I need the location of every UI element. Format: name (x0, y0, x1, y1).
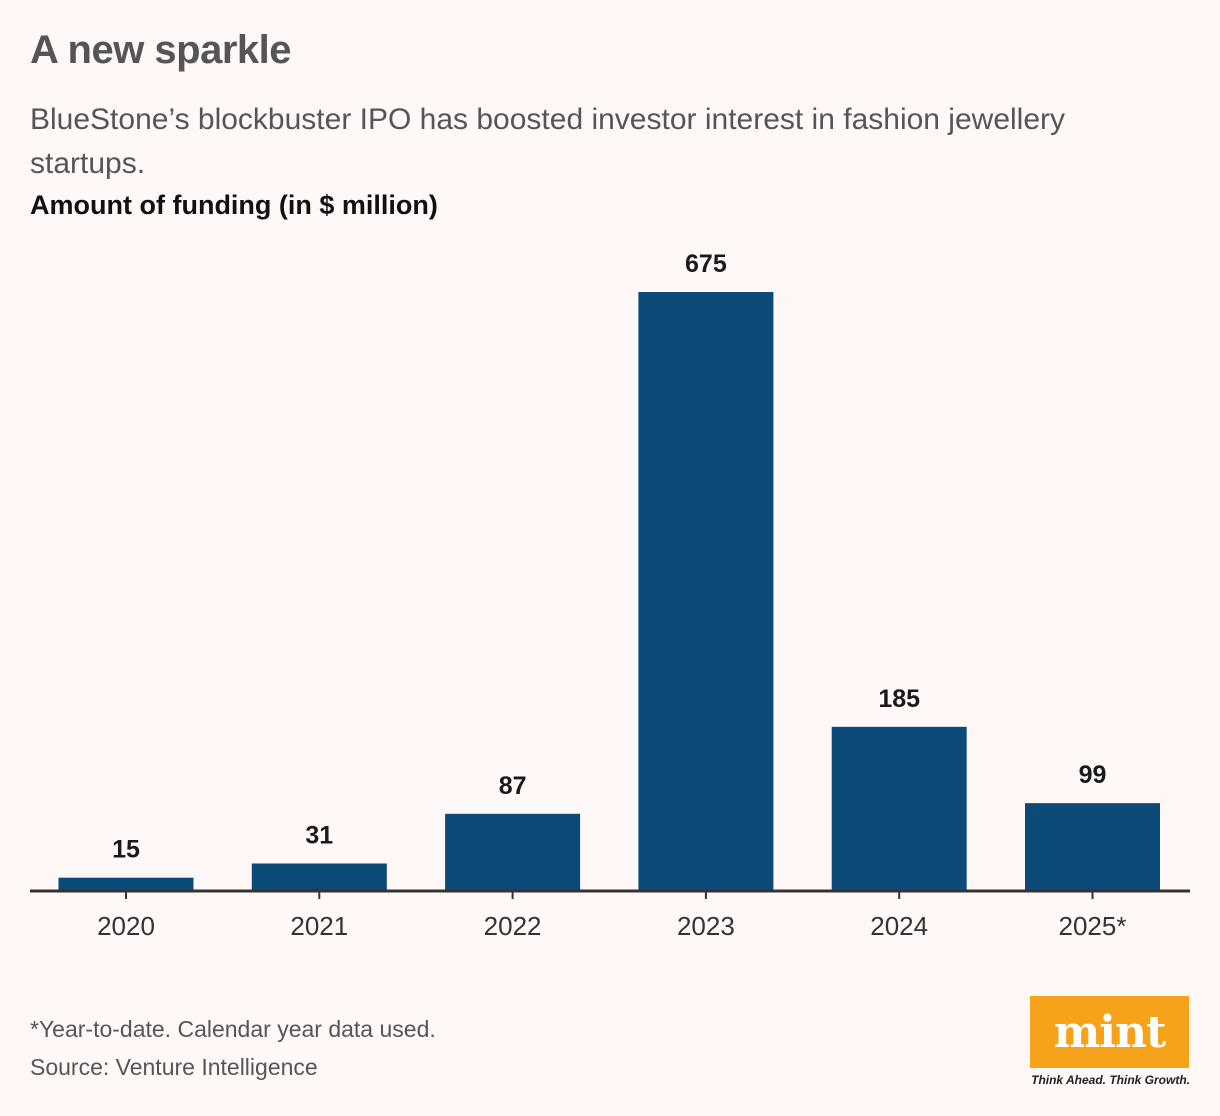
logo-tagline: Think Ahead. Think Growth. (1031, 1073, 1190, 1087)
bar-value-label: 185 (878, 685, 920, 713)
logo-text: mint (1053, 1006, 1167, 1058)
chart-title: A new sparkle (30, 28, 292, 72)
bar-2020 (58, 877, 194, 891)
bar-value-label: 31 (305, 821, 333, 849)
x-tick-label: 2021 (290, 911, 348, 941)
x-axis-ticks-group: 2020 2021 2022 2023 2024 2025* (97, 891, 1126, 941)
chart-subtitle: BlueStone’s blockbuster IPO has boosted … (30, 103, 1066, 180)
x-tick-label: 2023 (677, 911, 735, 941)
bar-value-label: 15 (112, 836, 140, 864)
bar-2021 (251, 863, 387, 891)
mint-logo: mint (1030, 996, 1189, 1068)
bar-2022 (445, 813, 581, 891)
x-tick-label: 2020 (97, 911, 155, 941)
bar-value-label: 675 (685, 250, 727, 278)
x-tick-label: 2022 (484, 911, 542, 941)
bar-value-label: 99 (1079, 761, 1107, 789)
bar-chart: 15 31 87 675 185 99 2020 2021 2022 2023 2024 2025* (30, 250, 1190, 941)
x-tick-label: 2024 (870, 911, 928, 941)
bar-2024 (831, 726, 967, 891)
bar-labels-group: 15 31 87 675 185 99 (112, 250, 1106, 864)
source-note: Source: Venture Intelligence (30, 1054, 318, 1080)
bar-value-label: 87 (499, 772, 527, 800)
bar-2025 (1025, 803, 1160, 891)
x-tick-label: 2025* (1059, 911, 1127, 941)
bars-group (58, 292, 1160, 891)
bar-2023 (638, 292, 774, 891)
y-axis-label: Amount of funding (in $ million) (30, 190, 438, 220)
footnote: *Year-to-date. Calendar year data used. (30, 1016, 436, 1042)
